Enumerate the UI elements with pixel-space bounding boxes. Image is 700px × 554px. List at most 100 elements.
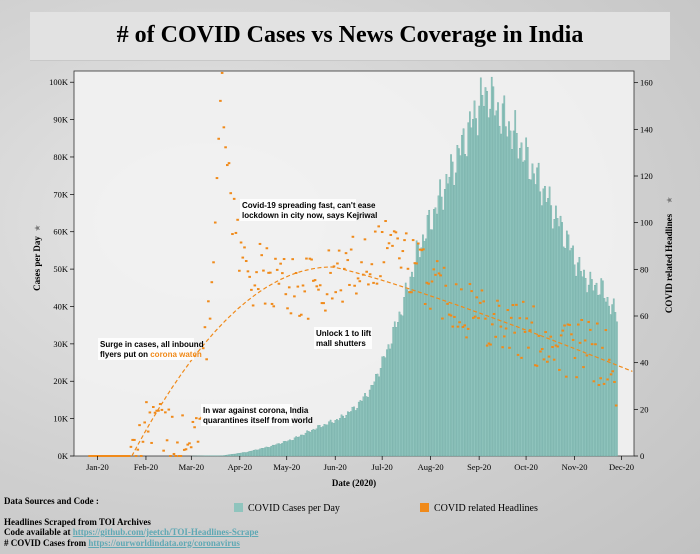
headline-point xyxy=(368,273,372,276)
headline-point xyxy=(399,266,403,269)
headline-point xyxy=(468,283,472,286)
data-link[interactable]: https://ourworldindata.org/coronavirus xyxy=(88,537,240,548)
cases-bar xyxy=(407,291,410,457)
headline-point xyxy=(416,242,420,245)
cases-bar xyxy=(404,282,407,457)
headline-point xyxy=(490,323,494,326)
headline-point xyxy=(176,441,179,444)
cases-bar xyxy=(439,179,441,457)
cases-bar xyxy=(339,418,341,457)
cases-bar xyxy=(500,133,502,457)
headline-point xyxy=(549,335,553,338)
headline-point xyxy=(575,376,578,379)
headline-point xyxy=(119,455,122,457)
headline-point xyxy=(310,258,313,261)
headline-point xyxy=(589,328,592,331)
cases-bar xyxy=(323,424,326,457)
headline-point xyxy=(441,317,444,320)
headline-point xyxy=(212,261,215,264)
headline-point xyxy=(182,448,186,451)
headline-point xyxy=(96,455,100,457)
headline-point xyxy=(250,288,253,291)
headline-point xyxy=(413,262,417,265)
cases-bar xyxy=(464,154,467,457)
legend-cases: COVID Cases per Day xyxy=(234,503,340,514)
cases-bar xyxy=(334,420,337,457)
headline-point xyxy=(91,455,95,457)
cases-bar xyxy=(411,271,413,457)
headline-point xyxy=(162,449,165,452)
cases-bar xyxy=(442,209,445,457)
code-link[interactable]: https://github.com/jeetch/TOI-Headlines-… xyxy=(72,527,259,537)
headline-point xyxy=(461,325,465,328)
headline-point xyxy=(320,302,324,305)
y-left-pin-icon: ★ xyxy=(33,224,42,231)
cases-bar xyxy=(253,449,255,457)
cases-bar xyxy=(415,240,418,457)
headline-point xyxy=(229,192,233,195)
headline-point xyxy=(332,265,336,268)
headline-point xyxy=(193,426,196,429)
headlines-trend xyxy=(131,266,633,457)
y-right-pin-icon: ★ xyxy=(665,196,674,203)
title-band: # of COVID Cases vs News Coverage in Ind… xyxy=(30,12,670,61)
cases-bar xyxy=(314,429,316,457)
cases-bar xyxy=(378,376,380,457)
headline-point xyxy=(380,231,384,234)
headline-point xyxy=(594,343,597,346)
headline-point xyxy=(179,455,183,457)
y-left-tick-label: 80K xyxy=(53,152,69,162)
headline-point xyxy=(485,344,489,347)
cases-bar xyxy=(440,196,443,457)
headline-point xyxy=(606,378,609,381)
cases-bar xyxy=(591,279,593,457)
headline-point xyxy=(219,99,222,102)
headline-point xyxy=(547,355,551,358)
headline-point xyxy=(341,300,344,303)
cases-bar xyxy=(350,411,352,457)
headline-point xyxy=(344,252,348,255)
cases-bar xyxy=(436,213,438,457)
x-tick-label: Jun-20 xyxy=(324,462,347,472)
y-right-tick-label: 60 xyxy=(640,311,649,321)
headline-point xyxy=(602,382,606,385)
cases-bar xyxy=(584,277,587,457)
cases-bar xyxy=(473,100,476,457)
headline-point xyxy=(127,455,131,457)
headline-point xyxy=(234,231,238,234)
cases-bar xyxy=(501,103,504,457)
headline-point xyxy=(535,364,539,367)
headline-point xyxy=(262,269,265,272)
cases-bar xyxy=(400,314,402,457)
cases-bar xyxy=(544,185,546,457)
headline-point xyxy=(303,290,307,293)
headline-point xyxy=(126,455,129,457)
headline-point xyxy=(373,230,377,233)
headline-point xyxy=(580,318,584,321)
cases-bar xyxy=(429,229,432,457)
y-right-axis-title: COVID related Headlines xyxy=(664,213,674,313)
footer-sources: Data Sources and Code : Headlines Scrape… xyxy=(4,496,258,548)
headline-point xyxy=(613,380,616,383)
headline-point xyxy=(286,307,289,310)
headline-point xyxy=(389,233,393,236)
cases-bar xyxy=(254,449,257,457)
cases-bar xyxy=(372,385,374,457)
y-left-tick-label: 60K xyxy=(53,227,69,237)
cases-bar xyxy=(556,218,559,457)
headline-point xyxy=(339,289,343,292)
headline-point xyxy=(143,421,146,424)
cases-bar xyxy=(467,122,470,457)
y-left-axis: 0K 10K 20K 30K 40K 50K 60K 70K 80K 90K 100K xyxy=(49,77,74,461)
headline-point xyxy=(305,257,308,260)
headline-point xyxy=(558,368,561,371)
headline-point xyxy=(207,300,210,303)
headline-point xyxy=(348,283,351,286)
footer-line3: # COVID Cases from https://ourworldindat… xyxy=(4,537,240,548)
headline-point xyxy=(504,327,508,330)
headline-point xyxy=(158,403,162,406)
headline-point xyxy=(356,277,360,280)
cases-bar xyxy=(300,434,302,457)
y-left-tick-label: 40K xyxy=(53,301,69,311)
cases-bar xyxy=(354,410,357,457)
